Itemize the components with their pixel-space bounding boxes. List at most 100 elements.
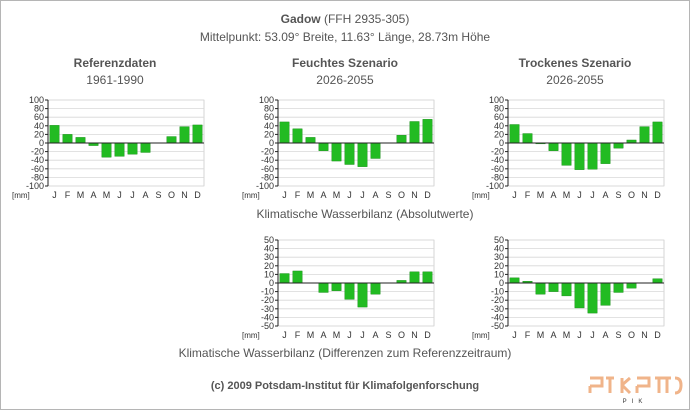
- x-tick-label: O: [168, 190, 175, 200]
- x-tick-label: J: [360, 330, 365, 340]
- bar-f-1: [292, 270, 303, 284]
- x-tick-label: F: [525, 330, 531, 340]
- y-tick-label: -100: [256, 181, 274, 191]
- column-title-reference: Referenzdaten: [73, 56, 157, 70]
- unit-label: [mm]: [242, 331, 260, 340]
- x-tick-label: J: [52, 190, 57, 200]
- bar-a-7: [600, 142, 611, 164]
- y-tick-label: -20: [261, 295, 274, 305]
- x-tick-label: M: [563, 190, 571, 200]
- y-tick-label: 10: [264, 269, 274, 279]
- column-period-reference: 1961-1990: [86, 73, 144, 87]
- x-tick-label: F: [295, 330, 301, 340]
- x-tick-label: J: [577, 330, 582, 340]
- x-tick-label: J: [282, 190, 287, 200]
- x-tick-label: F: [295, 190, 301, 200]
- y-tick-label: -60: [31, 164, 44, 174]
- x-tick-label: J: [512, 330, 517, 340]
- bar-j-5: [344, 142, 355, 165]
- y-tick-label: 30: [494, 252, 504, 262]
- y-tick-label: 50: [494, 235, 504, 245]
- x-tick-label: A: [372, 330, 378, 340]
- x-tick-label: O: [628, 330, 635, 340]
- x-tick-label: M: [307, 330, 315, 340]
- bar-d-11: [652, 121, 663, 144]
- y-tick-label: 40: [494, 244, 504, 254]
- y-tick-label: -30: [261, 304, 274, 314]
- unit-label: [mm]: [472, 331, 490, 340]
- x-tick-label: J: [577, 190, 582, 200]
- x-tick-label: O: [398, 190, 405, 200]
- bar-d-11: [422, 271, 433, 284]
- x-tick-label: A: [602, 190, 608, 200]
- bar-j-5: [574, 142, 585, 170]
- x-tick-label: S: [385, 190, 391, 200]
- bar-m-2: [305, 137, 316, 144]
- y-tick-label: -40: [261, 312, 274, 322]
- y-tick-label: 0: [269, 278, 274, 288]
- x-tick-label: A: [550, 330, 556, 340]
- bar-a-3: [548, 282, 559, 292]
- x-tick-label: M: [563, 330, 571, 340]
- y-tick-label: -20: [31, 147, 44, 157]
- y-tick-label: -60: [491, 164, 504, 174]
- x-tick-label: A: [550, 190, 556, 200]
- y-tick-label: 20: [494, 261, 504, 271]
- x-tick-label: A: [320, 330, 326, 340]
- y-tick-label: 80: [34, 104, 44, 114]
- y-tick-label: -20: [261, 147, 274, 157]
- y-tick-label: 0: [499, 138, 504, 148]
- x-tick-label: D: [194, 190, 201, 200]
- y-tick-label: 60: [34, 112, 44, 122]
- bar-m-4: [101, 142, 112, 158]
- x-tick-label: F: [65, 190, 71, 200]
- y-tick-label: -80: [491, 172, 504, 182]
- bar-f-1: [522, 133, 533, 144]
- bar-n-10: [639, 126, 650, 144]
- y-tick-label: 100: [259, 95, 274, 105]
- bar-a-7: [600, 282, 611, 306]
- bar-n-10: [409, 271, 420, 284]
- x-tick-label: M: [537, 190, 545, 200]
- bar-j-5: [114, 142, 125, 157]
- y-tick-label: 10: [494, 269, 504, 279]
- bar-a-7: [370, 282, 381, 295]
- bar-a-7: [370, 142, 381, 159]
- bar-m-4: [331, 282, 342, 291]
- y-tick-label: 40: [494, 121, 504, 131]
- bar-f-1: [292, 128, 303, 144]
- y-tick-label: 0: [499, 278, 504, 288]
- y-tick-label: -40: [261, 155, 274, 165]
- bar-j-6: [587, 282, 598, 314]
- figure-subtitle: Mittelpunkt: 53.09° Breite, 11.63° Länge…: [199, 30, 491, 44]
- y-tick-label: 40: [264, 244, 274, 254]
- y-tick-label: 30: [264, 252, 274, 262]
- bar-o-9: [396, 135, 407, 144]
- y-tick-label: 20: [264, 261, 274, 271]
- x-tick-label: N: [641, 190, 648, 200]
- y-tick-label: 40: [264, 121, 274, 131]
- x-tick-label: O: [398, 330, 405, 340]
- y-tick-label: 80: [264, 104, 274, 114]
- bar-j-0: [279, 121, 290, 144]
- y-tick-label: -10: [261, 287, 274, 297]
- y-tick-label: -40: [31, 155, 44, 165]
- x-tick-label: M: [333, 330, 341, 340]
- bar-a-3: [548, 142, 559, 151]
- x-tick-label: A: [320, 190, 326, 200]
- y-tick-label: -10: [491, 287, 504, 297]
- y-tick-label: 60: [494, 112, 504, 122]
- y-tick-label: 100: [489, 95, 504, 105]
- x-tick-label: S: [615, 330, 621, 340]
- x-tick-label: J: [282, 330, 287, 340]
- y-tick-label: 20: [264, 129, 274, 139]
- x-tick-label: J: [117, 190, 122, 200]
- bar-j-6: [587, 142, 598, 170]
- bar-j-5: [574, 282, 585, 309]
- column-period-wet: 2026-2055: [316, 73, 374, 87]
